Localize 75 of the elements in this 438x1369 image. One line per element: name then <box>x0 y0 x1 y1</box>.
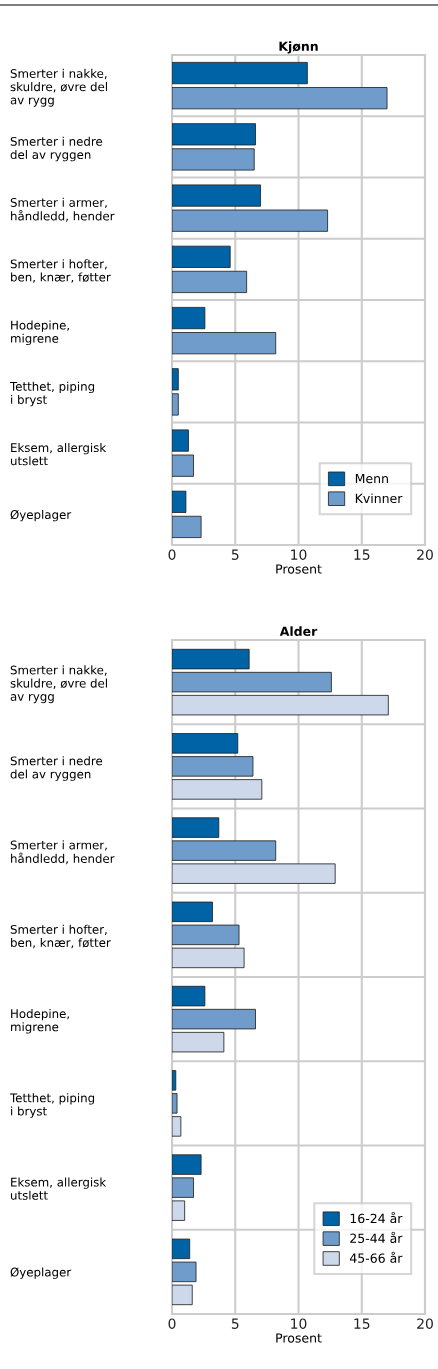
bar <box>172 1031 225 1053</box>
y-tick-label: Eksem, allergisk utslett <box>11 442 107 466</box>
bar <box>172 429 189 452</box>
x-axis-title: Prosent <box>276 1333 322 1343</box>
y-tick-label: Tetthet, piping i bryst <box>9 381 95 407</box>
bar <box>172 1093 178 1114</box>
bar <box>172 733 239 754</box>
bar <box>172 924 240 946</box>
y-tick-label: Hodepine, migrene <box>11 320 69 346</box>
bar <box>172 1177 194 1198</box>
bar <box>172 1070 177 1091</box>
bar <box>172 368 179 391</box>
bar <box>172 1284 193 1306</box>
bar <box>172 648 250 670</box>
bar <box>172 947 245 969</box>
bar <box>172 515 202 539</box>
y-tick-label: Hodepine, migrene <box>11 1008 69 1034</box>
x-tick-label: 15 <box>354 549 370 560</box>
bar <box>172 148 255 171</box>
chart-title: Alder <box>279 626 318 637</box>
bar <box>172 490 187 513</box>
bar <box>172 1200 186 1221</box>
bar <box>172 209 329 232</box>
bar <box>172 985 206 1007</box>
bar <box>172 1008 256 1030</box>
bar <box>172 1238 191 1260</box>
legend-label: Kvinner <box>355 493 403 504</box>
x-tick-label: 20 <box>417 1318 433 1329</box>
legend-label: 45-66 år <box>349 1251 403 1263</box>
bar <box>172 1261 197 1283</box>
bar <box>172 817 220 838</box>
y-tick-label: Øyeplager <box>10 509 72 522</box>
x-tick-label: 20 <box>417 549 433 560</box>
x-tick-label: 10 <box>291 549 307 560</box>
y-tick-label: Øyeplager <box>10 1267 72 1279</box>
x-tick-label: 10 <box>291 1318 307 1329</box>
legend-label: Menn <box>355 473 388 484</box>
bar <box>172 184 261 207</box>
y-tick-label: Eksem, allergisk utslett <box>11 1177 107 1200</box>
bar <box>172 123 256 146</box>
bar <box>172 306 206 330</box>
y-tick-label: Tetthet, piping i bryst <box>9 1093 95 1118</box>
bar <box>172 454 194 477</box>
x-tick-label: 5 <box>231 549 239 560</box>
y-tick-label: Smerter i nakke, skuldre, øvre del av rygg <box>10 665 107 704</box>
bar <box>172 901 213 923</box>
bar <box>172 671 332 693</box>
bar <box>172 694 389 716</box>
bar <box>172 779 263 800</box>
x-tick-label: 5 <box>231 1318 239 1329</box>
bar <box>172 1154 202 1175</box>
bar <box>172 756 254 777</box>
bar <box>172 863 336 884</box>
x-tick-label: 0 <box>168 1318 176 1329</box>
y-tick-label: Smerter i nedre del av ryggen <box>10 756 103 781</box>
x-axis-title: Prosent <box>276 564 322 574</box>
bar <box>172 393 179 416</box>
bar <box>172 245 231 268</box>
bar <box>172 61 308 85</box>
y-tick-label: Smerter i hofter, ben, knær, føtter <box>10 924 111 949</box>
legend-label: 16-24 år <box>350 1211 403 1224</box>
x-tick-label: 15 <box>354 1318 370 1329</box>
bar <box>172 270 248 294</box>
bar <box>172 332 277 355</box>
bar <box>172 840 277 861</box>
y-tick-label: Smerter i armer, håndledd, hender <box>10 840 115 865</box>
x-tick-label: 0 <box>168 549 176 560</box>
legend-label: 25-44 år <box>350 1231 403 1243</box>
y-tick-label: Smerter i hofter, ben, knær, føtter <box>10 259 111 283</box>
y-tick-label: Smerter i nedre del av ryggen <box>10 136 103 162</box>
bar <box>172 87 388 110</box>
chart-title: Kjønn <box>279 41 318 54</box>
bar <box>172 1116 182 1137</box>
y-tick-label: Smerter i armer, håndledd, hender <box>10 197 115 222</box>
y-tick-label: Smerter i nakke, skuldre, øvre del av rygg <box>10 68 107 107</box>
